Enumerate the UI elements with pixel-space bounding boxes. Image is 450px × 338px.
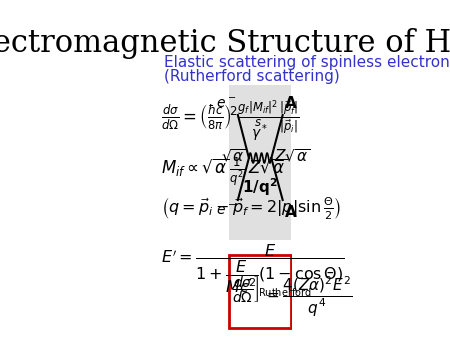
Text: $\left.\dfrac{d\sigma}{d\Omega}\right]_{\!\mathrm{Rutherford}}$: $\left.\dfrac{d\sigma}{d\Omega}\right]_{… [233, 275, 312, 305]
Text: $\mathbf{A}$: $\mathbf{A}$ [284, 95, 298, 111]
Text: $\left(q = \vec{p}_i - \vec{p}_f = 2|p|\sin\frac{\Theta}{2}\right)$: $\left(q = \vec{p}_i - \vec{p}_f = 2|p|\… [161, 195, 341, 221]
Text: $\mathbf{1/q^2}$: $\mathbf{1/q^2}$ [242, 176, 278, 198]
Text: $\frac{d\sigma}{d\Omega} = \left(\frac{\hbar c}{8\pi}\right)^{\!2} \frac{g_f |M_: $\frac{d\sigma}{d\Omega} = \left(\frac{\… [161, 98, 300, 137]
Text: $\mathbf{A}$: $\mathbf{A}$ [284, 204, 298, 220]
Text: (Rutherford scattering): (Rutherford scattering) [164, 69, 339, 84]
Text: $= \dfrac{4(Z\alpha)^2 E^2}{q^4}$: $= \dfrac{4(Z\alpha)^2 E^2}{q^4}$ [264, 275, 352, 319]
FancyBboxPatch shape [229, 255, 291, 328]
Text: $e^-$: $e^-$ [216, 204, 236, 218]
Text: $Z\sqrt{\alpha}$: $Z\sqrt{\alpha}$ [274, 147, 310, 165]
FancyBboxPatch shape [230, 85, 291, 240]
Text: $E' = \dfrac{E}{1 + \dfrac{E}{Mc^2}(1-\cos\Theta)}$: $E' = \dfrac{E}{1 + \dfrac{E}{Mc^2}(1-\c… [161, 242, 344, 295]
Text: The Electromagnetic Structure of Hadrons: The Electromagnetic Structure of Hadrons [0, 28, 450, 59]
Text: $M_{if} \propto \sqrt{\alpha}\, \frac{1}{q^2}\, Z\sqrt{\alpha}$: $M_{if} \propto \sqrt{\alpha}\, \frac{1}… [161, 155, 287, 188]
Text: $\sqrt{\alpha}$: $\sqrt{\alpha}$ [221, 147, 247, 165]
Text: $e^-$: $e^-$ [216, 97, 236, 111]
Text: $\gamma^*$: $\gamma^*$ [252, 122, 269, 144]
Text: Elastic scattering of spinless electrons by (pointlike) nuclei: Elastic scattering of spinless electrons… [164, 55, 450, 70]
